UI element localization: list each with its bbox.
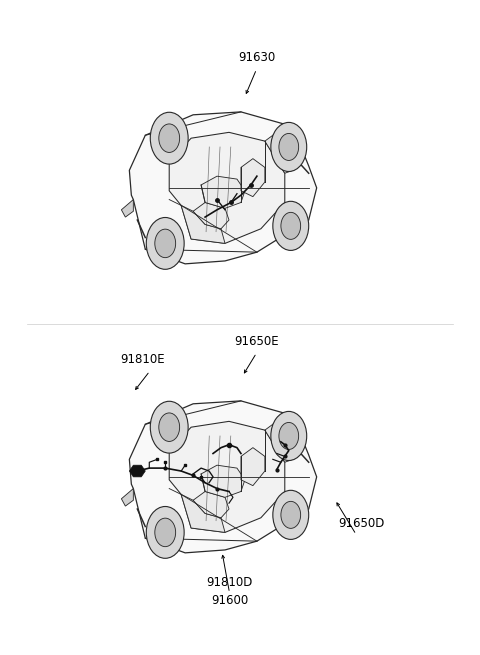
Polygon shape — [169, 132, 285, 244]
Text: 91600: 91600 — [211, 594, 248, 607]
Text: 91810E: 91810E — [120, 354, 165, 366]
Circle shape — [271, 411, 307, 460]
Polygon shape — [169, 421, 285, 533]
Circle shape — [281, 212, 300, 239]
Polygon shape — [121, 489, 133, 506]
Polygon shape — [181, 495, 225, 533]
Polygon shape — [193, 202, 229, 229]
Circle shape — [150, 402, 188, 453]
Circle shape — [273, 201, 309, 250]
Text: 91810D: 91810D — [206, 576, 253, 589]
Text: 91650E: 91650E — [234, 335, 279, 348]
Polygon shape — [193, 491, 229, 518]
Circle shape — [271, 122, 307, 172]
Circle shape — [159, 413, 180, 441]
Circle shape — [155, 229, 176, 257]
Circle shape — [273, 491, 309, 540]
Polygon shape — [129, 112, 317, 264]
Circle shape — [146, 217, 184, 269]
Circle shape — [155, 518, 176, 547]
Polygon shape — [241, 159, 265, 196]
Circle shape — [150, 112, 188, 164]
Polygon shape — [265, 421, 293, 462]
Polygon shape — [129, 401, 317, 553]
Polygon shape — [265, 132, 293, 174]
Circle shape — [146, 506, 184, 558]
Polygon shape — [201, 465, 245, 497]
Circle shape — [279, 134, 299, 160]
Circle shape — [281, 501, 300, 529]
Polygon shape — [201, 176, 245, 208]
Text: 91630: 91630 — [238, 52, 275, 64]
Polygon shape — [241, 447, 265, 485]
Polygon shape — [181, 206, 225, 244]
Circle shape — [279, 422, 299, 449]
Polygon shape — [121, 200, 133, 217]
Text: 91650D: 91650D — [338, 517, 384, 530]
Polygon shape — [129, 465, 145, 477]
Circle shape — [159, 124, 180, 153]
